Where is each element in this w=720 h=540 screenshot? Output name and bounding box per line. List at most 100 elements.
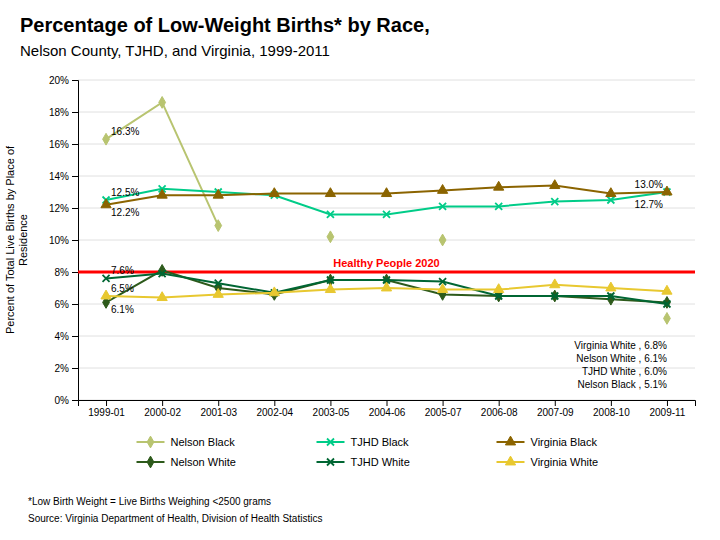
annotation: 12.2% <box>111 207 139 218</box>
series-marker <box>495 203 502 210</box>
x-tick: 2006-08 <box>481 400 518 418</box>
x-tick-label: 2004-06 <box>369 407 406 418</box>
y-tick: 20% <box>49 75 78 86</box>
grid-line <box>78 80 695 81</box>
series-marker <box>662 285 672 294</box>
series-marker <box>607 293 614 300</box>
y-tick-mark <box>72 272 78 273</box>
y-tick-label: 10% <box>49 235 69 246</box>
title: Percentage of Low-Weight Births* by Race… <box>20 14 430 36</box>
x-tick-mark <box>387 400 388 406</box>
series-marker <box>664 313 671 325</box>
y-tick: 16% <box>49 139 78 150</box>
grid-line <box>78 144 695 145</box>
y-axis-title: Percent of Total Live Births by Place of… <box>4 145 29 334</box>
y-tick: 6% <box>55 299 78 310</box>
series-marker <box>157 292 167 301</box>
series-marker <box>606 282 616 291</box>
x-tick-label: 2006-08 <box>481 407 518 418</box>
y-tick: 18% <box>49 107 78 118</box>
series-marker <box>383 211 390 218</box>
series-marker <box>551 293 558 300</box>
series-marker <box>269 188 279 197</box>
series-marker <box>494 284 504 293</box>
legend-item: Nelson Black <box>137 436 236 448</box>
legend-label: Nelson White <box>171 456 236 468</box>
series-marker <box>607 197 614 204</box>
x-tick-label: 2003-05 <box>313 407 350 418</box>
x-tick-label: 1999-01 <box>88 407 125 418</box>
annotation: 16.3% <box>111 126 139 137</box>
x-tick-mark <box>499 400 500 406</box>
legend-marker <box>327 439 334 446</box>
x-tick-mark <box>218 400 219 406</box>
footnote: Source: Virginia Department of Health, D… <box>28 513 322 524</box>
series-marker <box>662 186 672 195</box>
series <box>101 279 672 301</box>
series-marker <box>663 301 670 308</box>
x-tick: 2007-09 <box>537 400 574 418</box>
annotation: 12.7% <box>635 199 663 210</box>
series-marker <box>439 203 446 210</box>
y-tick-label: 6% <box>55 299 70 310</box>
y-tick: 12% <box>49 203 78 214</box>
y-tick-label: 12% <box>49 203 69 214</box>
series-marker <box>213 289 223 298</box>
grid-line <box>78 208 695 209</box>
annotation: 13.0% <box>635 179 663 190</box>
series-line <box>106 274 667 304</box>
y-tick-mark <box>72 112 78 113</box>
y-tick: 8% <box>55 267 78 278</box>
grid-line <box>78 304 695 305</box>
x-tick: 2003-05 <box>313 400 350 418</box>
x-axis: 1999-01 2000-02 2001-03 2002-04 2003-05 2004-… <box>79 400 696 418</box>
series <box>101 180 672 208</box>
y-tick-label: 20% <box>49 75 69 86</box>
legend-marker <box>505 436 515 445</box>
series-marker <box>550 180 560 189</box>
y-tick-label: 16% <box>49 139 69 150</box>
y-tick-mark <box>72 336 78 337</box>
annotation: 12.5% <box>111 187 139 198</box>
series-marker <box>325 284 335 293</box>
x-tick-label: 2001-03 <box>200 407 237 418</box>
series-marker <box>213 189 223 198</box>
y-axis-title-line: Percent of Total Live Births by Place of <box>4 145 16 334</box>
series-marker <box>664 297 671 309</box>
chart-container: Percentage of Low-Weight Births* by Race… <box>0 0 720 540</box>
legend-label: TJHD Black <box>351 436 410 448</box>
series-marker <box>101 290 111 299</box>
legend: Nelson Black Nelson White TJHD Black TJHD W… <box>137 436 599 468</box>
series-marker <box>606 188 616 197</box>
legend-marker <box>327 459 334 466</box>
annotation: 7.6% <box>111 265 134 276</box>
x-tick: 2009-11 <box>649 400 685 418</box>
series-marker <box>381 282 391 291</box>
legend-item: TJHD Black <box>317 436 410 448</box>
x-tick: 2000-02 <box>144 400 181 418</box>
series-line <box>106 270 667 302</box>
series-marker <box>327 277 334 284</box>
y-tick-label: 18% <box>49 107 69 118</box>
legend-label: Nelson Black <box>171 436 236 448</box>
x-tick: 2005-07 <box>425 400 462 418</box>
legend-marker <box>147 456 154 468</box>
y-tick-mark <box>72 80 78 81</box>
series-marker <box>550 279 560 288</box>
x-tick-label: 2000-02 <box>144 407 181 418</box>
series-marker <box>103 275 110 282</box>
x-tick: 2002-04 <box>256 400 293 418</box>
footnote: *Low Birth Weight = Live Births Weighing… <box>28 496 271 507</box>
series-marker <box>381 188 391 197</box>
x-tick-mark <box>555 400 556 406</box>
legend-marker <box>147 436 154 448</box>
x-tick-mark <box>330 400 331 406</box>
side-label: Virginia White , 6.8% <box>574 340 667 351</box>
y-tick-mark <box>72 368 78 369</box>
x-tick-label: 2009-11 <box>649 407 685 418</box>
series-marker <box>159 270 166 277</box>
annotations: Healthy People 202016.3%12.5%12.2%7.6%6.… <box>111 126 667 390</box>
legend-item: TJHD White <box>317 456 410 468</box>
grid <box>78 80 695 400</box>
y-axis-title-line: Residence <box>17 214 29 266</box>
